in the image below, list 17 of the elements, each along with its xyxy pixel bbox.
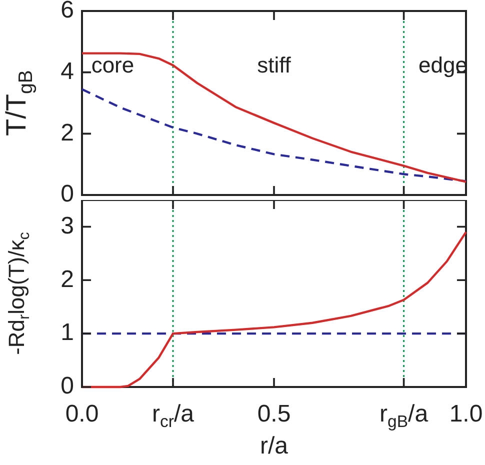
y-tick-label: 0 [60,180,74,208]
y-tick-label: 3 [60,212,74,240]
annotation: stiff [257,52,292,78]
y-tick-label: 0 [60,372,74,400]
annotation: core [91,52,134,78]
x-tick-label: 0.5 [257,400,291,428]
x-tick-label: 0.0 [65,400,99,428]
y-tick-label: 6 [60,0,74,24]
annotation: edge [418,52,468,78]
y-tick-label: 2 [60,119,74,146]
y-axis-title: T/TgB [0,70,37,136]
y-axis-title: -Rdrlog(T)/κc [4,232,33,355]
y-tick-label: 4 [60,58,74,85]
y-tick-label: 2 [60,266,74,293]
y-tick-label: 1 [60,319,74,346]
x-axis-title: r/a [260,432,289,460]
x-tick-label: 1.0 [449,400,483,428]
